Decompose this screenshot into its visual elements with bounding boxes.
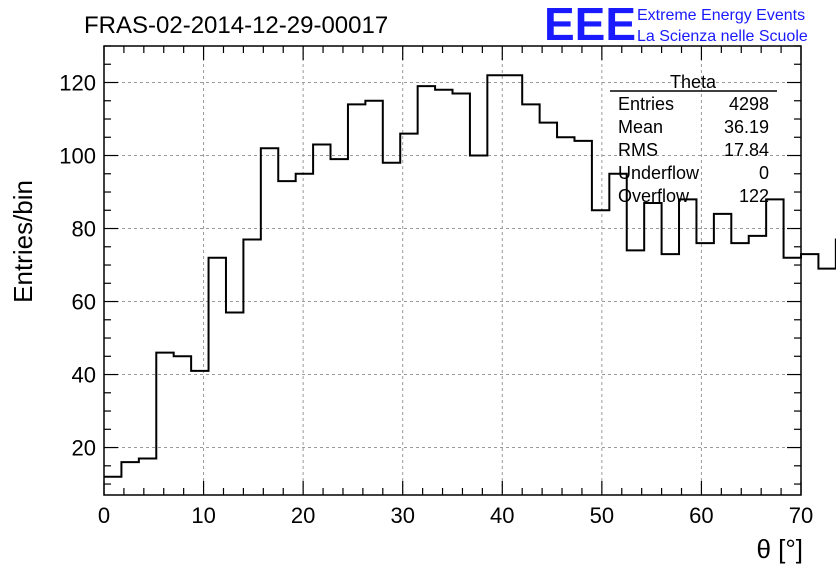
stats-box: Theta Entries 4298 Mean 36.19 RMS 17.84 Underf… xyxy=(610,72,777,206)
stats-row-value: 122 xyxy=(739,186,769,206)
x-tick-label: 20 xyxy=(291,503,315,528)
y-tick-label: 60 xyxy=(72,290,96,315)
x-tick-label: 30 xyxy=(390,503,414,528)
stats-row-label: Overflow xyxy=(618,186,690,206)
x-tick-label: 50 xyxy=(590,503,614,528)
eee-branding: EEE Extreme Energy Events La Scienza nel… xyxy=(544,0,808,50)
eee-logo: EEE xyxy=(544,0,636,50)
stats-row-label: Underflow xyxy=(618,163,700,183)
stats-row-label: RMS xyxy=(618,140,658,160)
plot-frame xyxy=(103,45,802,496)
y-tick-label: 40 xyxy=(72,363,96,388)
x-tick-label: 0 xyxy=(98,503,110,528)
x-tick-label: 60 xyxy=(689,503,713,528)
brand-line-1: Extreme Energy Events xyxy=(637,7,805,24)
stats-row-value: 0 xyxy=(759,163,769,183)
stats-row-label: Entries xyxy=(618,94,674,114)
y-tick-label: 80 xyxy=(72,217,96,242)
x-tick-label: 10 xyxy=(191,503,215,528)
histogram-line xyxy=(104,74,836,478)
y-tick-label: 20 xyxy=(72,436,96,461)
x-tick-label: 40 xyxy=(490,503,514,528)
y-tick-label: 120 xyxy=(59,71,96,96)
stats-row-value: 36.19 xyxy=(724,117,769,137)
y-axis-title: Entries/bin xyxy=(8,180,38,303)
stats-row-value: 4298 xyxy=(729,94,769,114)
stats-rows: Entries 4298 Mean 36.19 RMS 17.84 Underflow 0 Ov… xyxy=(618,94,769,206)
y-tick-labels: 20 40 60 80 100 120 xyxy=(59,71,96,461)
stats-row-value: 17.84 xyxy=(724,140,769,160)
stats-title: Theta xyxy=(670,72,717,92)
grid-lines xyxy=(104,46,801,495)
x-axis-title: θ [°] xyxy=(756,534,803,564)
chart-title: FRAS-02-2014-12-29-00017 xyxy=(84,12,388,39)
brand-line-2: La Scienza nelle Scuole xyxy=(637,28,808,45)
x-tick-labels: 0 10 20 30 40 50 60 70 xyxy=(98,503,813,528)
y-tick-label: 100 xyxy=(59,144,96,169)
stats-row-label: Mean xyxy=(618,117,663,137)
x-tick-label: 70 xyxy=(789,503,813,528)
